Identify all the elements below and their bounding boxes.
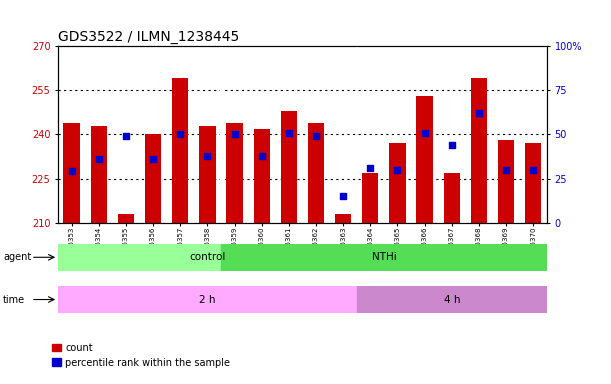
Point	[202, 152, 212, 159]
Point	[67, 169, 76, 175]
Text: 2 h: 2 h	[199, 295, 216, 305]
Text: NTHi: NTHi	[371, 252, 397, 262]
Point	[474, 110, 484, 116]
Point	[94, 156, 104, 162]
Bar	[471, 78, 487, 223]
Point	[393, 167, 403, 173]
Bar	[227, 122, 243, 223]
Point	[365, 165, 375, 171]
Point	[501, 167, 511, 173]
Bar	[444, 173, 460, 223]
Point	[175, 131, 185, 137]
Bar	[172, 78, 188, 223]
Point	[230, 131, 240, 137]
Bar	[417, 96, 433, 223]
Bar	[199, 126, 216, 223]
Point	[121, 133, 131, 139]
Bar	[498, 140, 514, 223]
Point	[420, 129, 430, 136]
Point	[284, 129, 294, 136]
Bar	[64, 122, 80, 223]
Point	[529, 167, 538, 173]
Bar	[308, 122, 324, 223]
Bar	[525, 143, 541, 223]
Point	[257, 152, 266, 159]
Point	[311, 133, 321, 139]
Bar	[90, 126, 107, 223]
Bar	[280, 111, 297, 223]
Text: 4 h: 4 h	[444, 295, 460, 305]
Text: control: control	[189, 252, 225, 262]
Bar	[221, 244, 547, 271]
Text: agent: agent	[3, 252, 31, 262]
Point	[338, 193, 348, 199]
Bar	[335, 214, 351, 223]
Bar	[58, 286, 357, 313]
Bar	[357, 286, 547, 313]
Bar	[389, 143, 406, 223]
Point	[447, 142, 456, 148]
Bar	[58, 244, 221, 271]
Bar	[362, 173, 378, 223]
Text: time: time	[3, 295, 25, 305]
Point	[148, 156, 158, 162]
Legend: count, percentile rank within the sample: count, percentile rank within the sample	[48, 339, 234, 371]
Bar	[254, 129, 270, 223]
Bar	[145, 134, 161, 223]
Bar	[118, 214, 134, 223]
Title: GDS3522 / ILMN_1238445: GDS3522 / ILMN_1238445	[58, 30, 240, 44]
